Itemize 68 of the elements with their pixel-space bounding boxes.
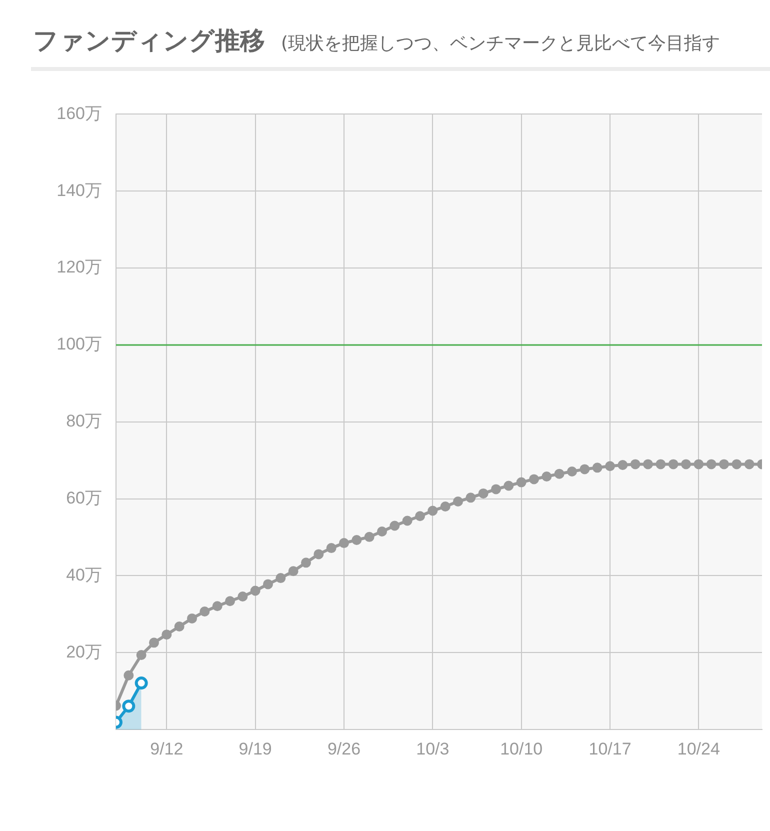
y-tick-label: 40万 <box>66 565 102 584</box>
y-tick-label: 20万 <box>66 642 102 662</box>
chart-subtitle: (現状を把握しつつ、ベンチマークと見比べて今目指す <box>281 33 720 54</box>
y-tick-label: 140万 <box>56 180 102 200</box>
point <box>288 566 298 576</box>
point <box>744 459 754 470</box>
point <box>466 492 476 503</box>
point <box>542 472 552 482</box>
x-tick-label: 10/24 <box>677 739 720 758</box>
point <box>630 459 640 470</box>
point <box>529 474 539 484</box>
point <box>250 586 260 596</box>
point <box>681 459 691 470</box>
point <box>580 464 590 474</box>
point <box>706 459 716 470</box>
x-tick-label: 9/26 <box>327 739 361 758</box>
point <box>656 459 666 470</box>
point <box>352 534 362 545</box>
point <box>326 543 336 554</box>
point <box>162 630 172 640</box>
x-tick-label: 9/19 <box>238 739 272 758</box>
point <box>516 477 526 488</box>
point <box>719 459 729 470</box>
y-tick-label: 160万 <box>56 104 102 123</box>
y-tick-label: 60万 <box>66 488 102 508</box>
point <box>149 638 159 648</box>
point <box>200 606 210 617</box>
point <box>554 468 564 479</box>
point <box>225 596 235 606</box>
point <box>136 650 146 660</box>
point <box>364 532 374 542</box>
point <box>643 459 653 470</box>
point <box>314 549 324 560</box>
point <box>263 579 273 590</box>
y-tick-label: 100万 <box>56 334 102 354</box>
point <box>428 506 438 516</box>
point <box>668 459 678 470</box>
point <box>212 601 222 612</box>
point <box>732 459 742 470</box>
y-tick-label: 120万 <box>56 258 102 277</box>
point <box>390 520 400 531</box>
point <box>504 480 514 491</box>
point <box>491 484 501 494</box>
point <box>453 496 463 507</box>
point <box>567 466 577 477</box>
point <box>276 573 286 584</box>
x-tick-label: 9/12 <box>150 739 184 758</box>
point <box>440 502 450 512</box>
point <box>339 538 349 548</box>
point <box>402 516 412 526</box>
chart-title: ファンディング推移 <box>33 26 265 55</box>
x-tick-label: 10/10 <box>500 739 543 758</box>
point <box>124 670 134 680</box>
x-tick-label: 10/3 <box>416 739 450 758</box>
point <box>301 558 311 568</box>
y-tick-label: 80万 <box>66 412 102 431</box>
point <box>134 676 148 690</box>
point <box>187 613 197 624</box>
point <box>694 459 704 470</box>
point <box>174 622 184 632</box>
point <box>618 460 628 470</box>
point <box>605 461 615 472</box>
point <box>377 526 387 537</box>
point <box>592 462 602 473</box>
point <box>238 592 248 602</box>
point <box>478 488 488 498</box>
point <box>415 511 425 522</box>
x-tick-label: 10/17 <box>588 739 632 758</box>
